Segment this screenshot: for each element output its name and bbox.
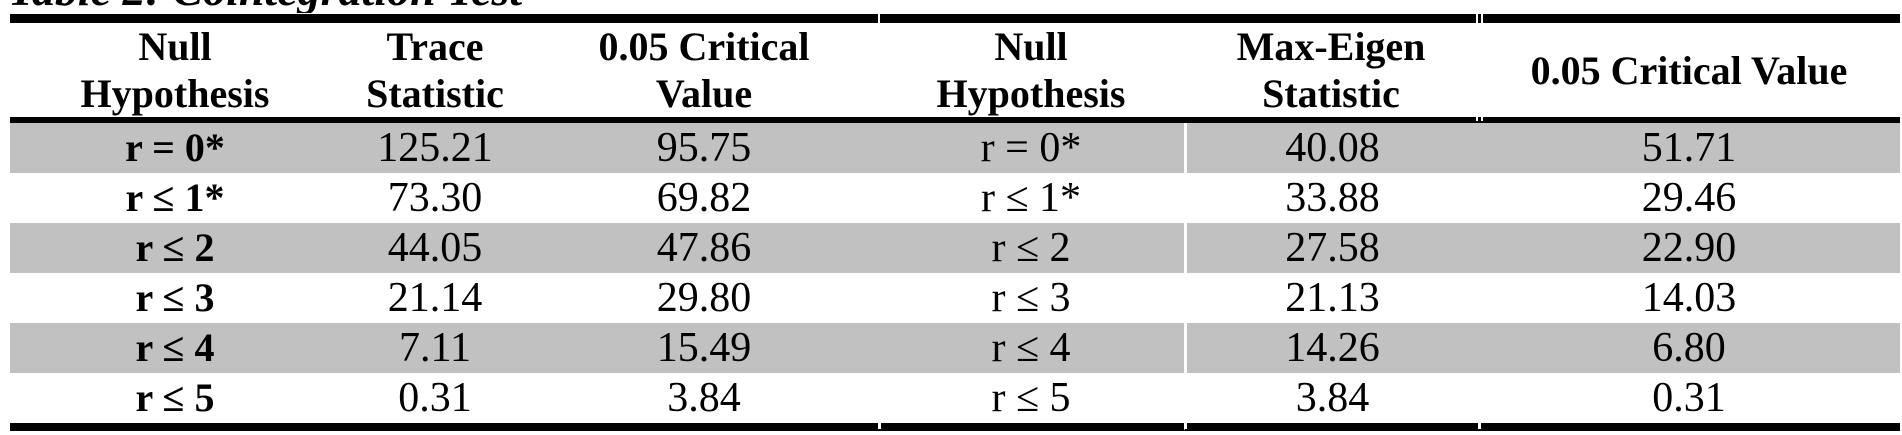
cell: 3.84 <box>530 373 878 431</box>
cell: r ≤ 5 <box>10 373 340 431</box>
cell: 15.49 <box>530 323 878 373</box>
col-header-null-hypothesis-trace: Null Hypothesis <box>10 23 340 123</box>
cell: r ≤ 1* <box>878 173 1184 223</box>
cell: 22.90 <box>1478 223 1900 273</box>
border-notch <box>878 421 881 429</box>
cell: 14.26 <box>1184 323 1478 373</box>
cell: r = 0* <box>878 123 1184 173</box>
table-row: r ≤ 5 0.31 3.84 r ≤ 5 3.84 0.31 <box>10 373 1900 431</box>
cell: 14.03 <box>1478 273 1900 323</box>
cell: 29.46 <box>1478 173 1900 223</box>
cell: 0.31 <box>340 373 530 431</box>
cell: 29.80 <box>530 273 878 323</box>
table-row: r ≤ 4 7.11 15.49 r ≤ 4 14.26 6.80 <box>10 323 1900 373</box>
cell: 33.88 <box>1184 173 1478 223</box>
cell: 0.31 <box>1478 373 1900 431</box>
col-header-null-hypothesis-maxeigen: Null Hypothesis <box>878 23 1184 123</box>
table-row: r ≤ 1* 73.30 69.82 r ≤ 1* 33.88 29.46 <box>10 173 1900 223</box>
cell: r ≤ 4 <box>878 323 1184 373</box>
border-notch <box>1184 421 1187 429</box>
cell: r ≤ 3 <box>10 273 340 323</box>
cell: 21.14 <box>340 273 530 323</box>
cell: r ≤ 1* <box>10 173 340 223</box>
border-notch <box>1481 115 1483 121</box>
cell: r ≤ 2 <box>10 223 340 273</box>
border-notch <box>878 14 880 23</box>
cell: r ≤ 2 <box>878 223 1184 273</box>
border-notch <box>1476 115 1478 121</box>
border-notch <box>1478 421 1481 429</box>
table-title: Table 2: Cointegration Test <box>8 0 908 13</box>
table-header-row: Null Hypothesis Trace Statistic 0.05 Cri… <box>10 23 1900 123</box>
cell: 125.21 <box>340 123 530 173</box>
cell: 47.86 <box>530 223 878 273</box>
border-notch <box>1476 14 1478 23</box>
col-header-maxeigen-statistic: Max-Eigen Statistic <box>1184 23 1478 123</box>
table-row: r = 0* 125.21 95.75 r = 0* 40.08 51.71 <box>10 123 1900 173</box>
cell: r ≤ 5 <box>878 373 1184 431</box>
cell: 7.11 <box>340 323 530 373</box>
cell: 44.05 <box>340 223 530 273</box>
border-notch <box>1481 14 1483 23</box>
col-header-critical-value-trace: 0.05 Critical Value <box>530 23 878 123</box>
cell: r ≤ 3 <box>878 273 1184 323</box>
cell: 69.82 <box>530 173 878 223</box>
cell: 73.30 <box>340 173 530 223</box>
cell: 21.13 <box>1184 273 1478 323</box>
cell: 3.84 <box>1184 373 1478 431</box>
cell: r = 0* <box>10 123 340 173</box>
cell: 40.08 <box>1184 123 1478 173</box>
cell: 27.58 <box>1184 223 1478 273</box>
table-row: r ≤ 3 21.14 29.80 r ≤ 3 21.13 14.03 <box>10 273 1900 323</box>
table-row: r ≤ 2 44.05 47.86 r ≤ 2 27.58 22.90 <box>10 223 1900 273</box>
cointegration-table: Null Hypothesis Trace Statistic 0.05 Cri… <box>10 14 1900 431</box>
col-header-trace-statistic: Trace Statistic <box>340 23 530 123</box>
cell: 51.71 <box>1478 123 1900 173</box>
col-header-critical-value-maxeigen: 0.05 Critical Value <box>1478 23 1900 123</box>
cell: 95.75 <box>530 123 878 173</box>
cell: r ≤ 4 <box>10 323 340 373</box>
cell: 6.80 <box>1478 323 1900 373</box>
table-title-clip: Table 2: Cointegration Test <box>8 0 908 13</box>
